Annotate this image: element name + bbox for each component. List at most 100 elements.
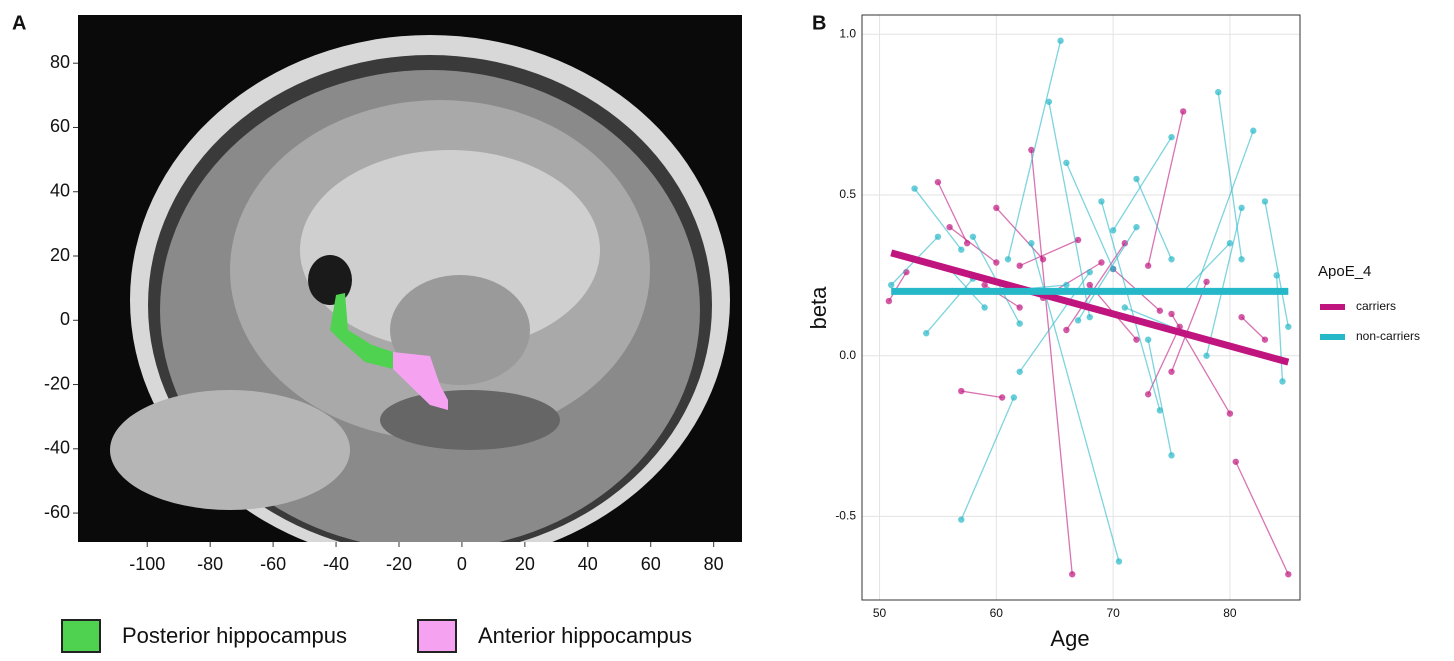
mri-image	[78, 15, 742, 565]
x-tick-label: 50	[873, 606, 887, 620]
point	[946, 224, 952, 230]
y-tick-label: 40	[50, 180, 70, 200]
point	[1227, 410, 1233, 416]
point	[1133, 336, 1139, 342]
subject-line	[961, 398, 1014, 520]
x-tick-label: 70	[1106, 606, 1120, 620]
y-tick-label: 0.0	[839, 348, 856, 362]
x-tick-label: -60	[260, 554, 286, 574]
point	[1016, 369, 1022, 375]
subject-line	[1195, 131, 1253, 292]
point	[1110, 227, 1116, 233]
point	[1168, 256, 1174, 262]
point	[923, 330, 929, 336]
point	[1011, 394, 1017, 400]
point	[1215, 89, 1221, 95]
point	[1168, 452, 1174, 458]
point	[1238, 256, 1244, 262]
subject-line	[1136, 179, 1171, 259]
point	[1057, 38, 1063, 44]
point	[1285, 324, 1291, 330]
point	[1075, 317, 1081, 323]
x-tick-label: 80	[704, 554, 724, 574]
point	[1250, 128, 1256, 134]
point	[1168, 134, 1174, 140]
point	[1087, 282, 1093, 288]
subject-line	[1148, 111, 1183, 265]
point	[886, 298, 892, 304]
point	[1063, 282, 1069, 288]
point	[935, 179, 941, 185]
point	[958, 388, 964, 394]
y-axis-title: beta	[806, 286, 831, 330]
subject-line	[1242, 317, 1265, 340]
point	[1028, 240, 1034, 246]
point	[1262, 336, 1268, 342]
legend-label: Posterior hippocampus	[122, 623, 347, 648]
point	[1110, 266, 1116, 272]
point	[1145, 391, 1151, 397]
x-axis-title: Age	[1050, 626, 1089, 651]
y-tick-label: 0.5	[839, 187, 856, 201]
point	[1262, 198, 1268, 204]
x-tick-label: 0	[457, 554, 467, 574]
x-tick-label: 60	[641, 554, 661, 574]
legend-swatch	[62, 620, 100, 652]
point	[964, 240, 970, 246]
point	[1005, 256, 1011, 262]
point	[1016, 320, 1022, 326]
point	[1040, 256, 1046, 262]
legend-label: non-carriers	[1356, 329, 1420, 343]
point	[1016, 304, 1022, 310]
x-tick-label: 60	[990, 606, 1004, 620]
subject-line	[926, 279, 973, 334]
point	[888, 282, 894, 288]
point	[1227, 240, 1233, 246]
point	[1145, 336, 1151, 342]
point	[1168, 369, 1174, 375]
subject-line	[1031, 150, 1072, 574]
point	[935, 234, 941, 240]
subject-line	[1265, 201, 1288, 326]
point	[1273, 272, 1279, 278]
point	[1098, 198, 1104, 204]
point	[1046, 99, 1052, 105]
legend-title: ApoE_4	[1318, 263, 1371, 280]
subject-line	[950, 227, 997, 262]
subject-line	[1008, 41, 1061, 260]
subject-line	[1113, 137, 1171, 230]
point	[1116, 558, 1122, 564]
x-tick-label: 80	[1223, 606, 1237, 620]
subject-line	[1148, 340, 1171, 456]
point	[1157, 308, 1163, 314]
panel-label: B	[812, 12, 826, 34]
y-tick-label: -60	[44, 502, 70, 522]
point	[1180, 108, 1186, 114]
point	[1122, 304, 1128, 310]
x-tick-label: -100	[129, 554, 165, 574]
x-tick-label: 40	[578, 554, 598, 574]
subject-line	[1236, 462, 1289, 575]
point	[981, 304, 987, 310]
y-tick-label: 0	[60, 309, 70, 329]
point	[1087, 269, 1093, 275]
point	[911, 185, 917, 191]
point	[1238, 314, 1244, 320]
point	[1285, 571, 1291, 577]
point	[1133, 224, 1139, 230]
y-tick-label: 20	[50, 245, 70, 265]
point	[970, 234, 976, 240]
point	[1063, 327, 1069, 333]
subject-line	[1101, 201, 1159, 410]
point	[993, 205, 999, 211]
point	[1238, 205, 1244, 211]
x-tick-label: -20	[386, 554, 412, 574]
subject-line	[996, 208, 1043, 259]
point	[1168, 311, 1174, 317]
y-tick-label: -20	[44, 373, 70, 393]
point	[1157, 407, 1163, 413]
x-tick-label: 20	[515, 554, 535, 574]
panel-label: A	[12, 12, 26, 34]
point	[958, 516, 964, 522]
point	[1233, 459, 1239, 465]
